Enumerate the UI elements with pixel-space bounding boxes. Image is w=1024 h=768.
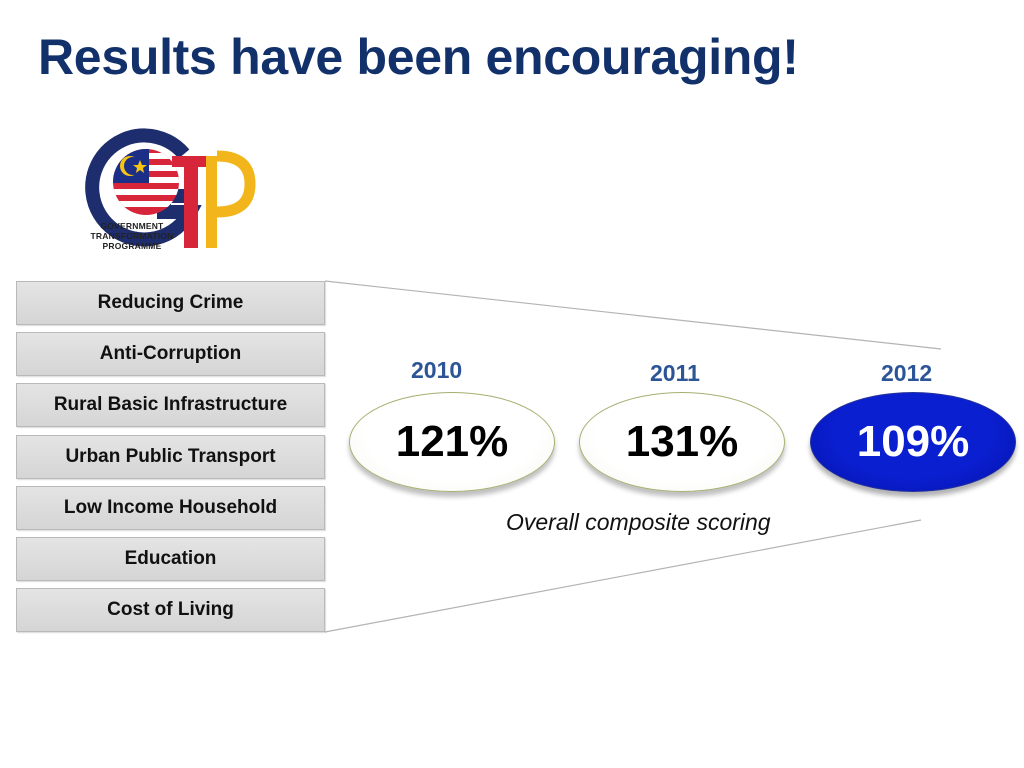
- logo-caption-line: TRANSFORMATION: [90, 231, 174, 241]
- focus-area-item: Low Income Household: [16, 485, 325, 530]
- year-label-2010: 2010: [411, 357, 463, 383]
- logo-caption-line: PROGRAMME: [102, 241, 162, 251]
- focus-area-item: Reducing Crime: [16, 281, 325, 325]
- year-label-2011: 2011: [650, 360, 700, 386]
- funnel-top-line: [324, 280, 942, 350]
- focus-area-list: Reducing Crime Anti-Corruption Rural Bas…: [16, 281, 325, 639]
- logo-caption: GOVERNMENT TRANSFORMATION PROGRAMME: [76, 221, 188, 251]
- score-ellipse-2012: 109%: [810, 392, 1016, 492]
- score-value: 121%: [395, 417, 509, 466]
- composite-caption: Overall composite scoring: [506, 509, 771, 535]
- focus-area-item: Cost of Living: [16, 588, 325, 633]
- focus-area-item: Education: [16, 536, 325, 581]
- focus-area-item: Rural Basic Infrastructure: [16, 383, 325, 428]
- score-ellipse-2010: 121%: [349, 392, 555, 492]
- slide-title: Results have been encouraging!: [38, 29, 799, 85]
- gtp-logo: [72, 124, 262, 264]
- funnel-bottom-line: [324, 519, 922, 633]
- focus-area-item: Urban Public Transport: [16, 434, 325, 479]
- score-value: 109%: [856, 417, 970, 466]
- focus-area-item: Anti-Corruption: [16, 332, 325, 377]
- logo-caption-line: GOVERNMENT: [100, 221, 164, 231]
- year-label-2012: 2012: [881, 360, 933, 386]
- score-value: 131%: [625, 417, 739, 466]
- score-ellipse-2011: 131%: [579, 392, 785, 492]
- gtp-logo-mark: [85, 128, 256, 248]
